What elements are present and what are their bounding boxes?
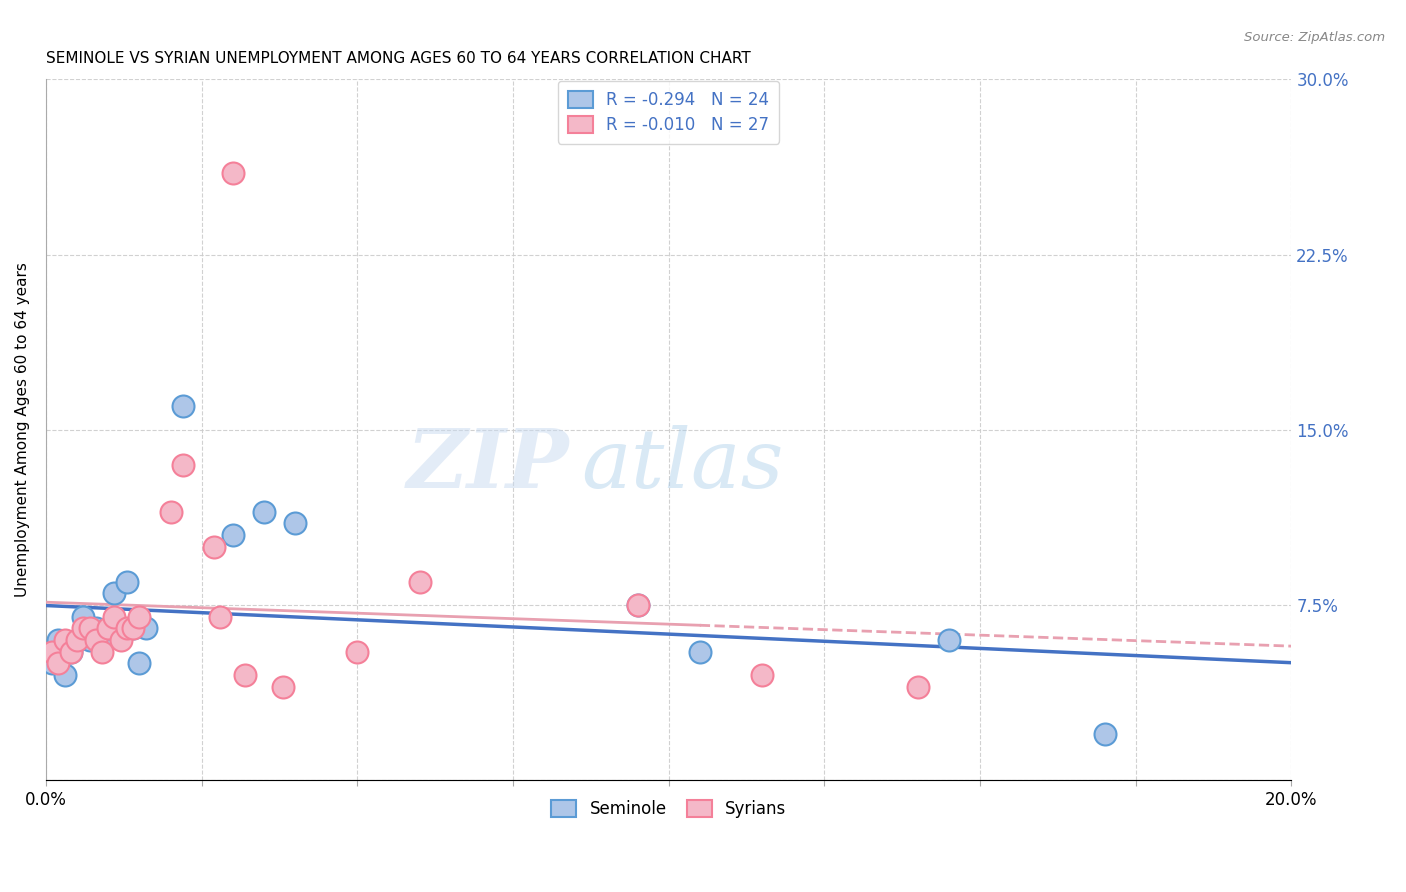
Point — [41, 657, 63, 671]
Point — [84, 622, 107, 636]
Point — [59, 645, 82, 659]
Point — [79, 622, 101, 636]
Point — [48, 657, 70, 671]
Point — [53, 633, 76, 648]
Point — [233, 668, 256, 682]
Point — [66, 633, 89, 648]
Point — [72, 609, 94, 624]
Point — [103, 586, 125, 600]
Point — [626, 598, 648, 612]
Point — [346, 645, 368, 659]
Point — [91, 645, 114, 659]
Point — [53, 668, 76, 682]
Point — [938, 633, 960, 648]
Point — [222, 166, 245, 180]
Point — [110, 622, 132, 636]
Point — [626, 598, 648, 612]
Point — [122, 622, 145, 636]
Point — [222, 528, 245, 542]
Point — [159, 505, 181, 519]
Point — [79, 633, 101, 648]
Point — [72, 622, 94, 636]
Point — [284, 516, 307, 531]
Point — [122, 622, 145, 636]
Point — [103, 609, 125, 624]
Point — [253, 505, 276, 519]
Text: SEMINOLE VS SYRIAN UNEMPLOYMENT AMONG AGES 60 TO 64 YEARS CORRELATION CHART: SEMINOLE VS SYRIAN UNEMPLOYMENT AMONG AG… — [46, 51, 751, 66]
Point — [97, 622, 120, 636]
Point — [115, 574, 138, 589]
Y-axis label: Unemployment Among Ages 60 to 64 years: Unemployment Among Ages 60 to 64 years — [15, 262, 30, 598]
Point — [209, 609, 232, 624]
Point — [408, 574, 430, 589]
Point — [115, 622, 138, 636]
Point — [59, 645, 82, 659]
Text: atlas: atlas — [582, 425, 785, 505]
Point — [1094, 726, 1116, 740]
Point — [689, 645, 711, 659]
Point — [271, 680, 294, 694]
Point — [128, 609, 150, 624]
Point — [84, 633, 107, 648]
Point — [172, 400, 194, 414]
Point — [135, 622, 157, 636]
Point — [202, 540, 225, 554]
Point — [41, 645, 63, 659]
Point — [48, 633, 70, 648]
Point — [751, 668, 773, 682]
Point — [66, 633, 89, 648]
Point — [172, 458, 194, 472]
Point — [97, 622, 120, 636]
Point — [907, 680, 929, 694]
Text: ZIP: ZIP — [406, 425, 569, 505]
Point — [110, 633, 132, 648]
Point — [91, 633, 114, 648]
Text: Source: ZipAtlas.com: Source: ZipAtlas.com — [1244, 31, 1385, 45]
Legend: Seminole, Syrians: Seminole, Syrians — [544, 793, 793, 824]
Point — [128, 657, 150, 671]
